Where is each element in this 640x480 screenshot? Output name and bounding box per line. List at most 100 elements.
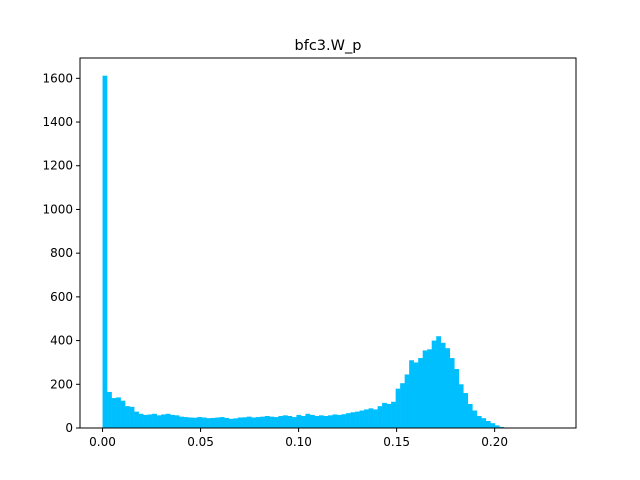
histogram-bar bbox=[174, 415, 180, 428]
histogram-bar bbox=[228, 418, 234, 428]
histogram-bar bbox=[490, 423, 496, 428]
histogram-bar bbox=[125, 406, 130, 428]
plot-frame bbox=[79, 57, 577, 429]
histogram-bar bbox=[337, 414, 342, 428]
histogram-bar bbox=[364, 409, 369, 428]
histogram-bar bbox=[323, 415, 329, 428]
histogram-bar bbox=[183, 417, 189, 428]
histogram-bar bbox=[418, 358, 423, 428]
histogram-bar bbox=[116, 397, 121, 428]
y-tick-label: 1400 bbox=[42, 115, 73, 129]
histogram-bar bbox=[454, 368, 460, 428]
histogram-bar bbox=[179, 416, 185, 428]
x-tick-label: 0.05 bbox=[187, 435, 214, 449]
histogram-bar bbox=[134, 411, 139, 428]
histogram-bar bbox=[152, 413, 157, 428]
histogram-bar bbox=[309, 414, 315, 428]
histogram-bar bbox=[111, 398, 117, 428]
histogram-bar bbox=[350, 412, 356, 428]
histogram-bar bbox=[143, 414, 148, 428]
histogram-bar bbox=[201, 417, 207, 428]
y-tick-label: 1200 bbox=[42, 159, 73, 173]
x-tick-label: 0.15 bbox=[383, 435, 410, 449]
y-tick-label: 600 bbox=[50, 290, 73, 304]
histogram-bar bbox=[445, 348, 451, 428]
histogram-bar bbox=[138, 413, 144, 428]
histogram-bar bbox=[107, 391, 112, 428]
histogram-bar bbox=[305, 413, 311, 428]
histogram-bar bbox=[264, 415, 270, 428]
histogram-bar bbox=[377, 406, 383, 428]
histogram-bar bbox=[355, 411, 360, 428]
histogram-bar bbox=[206, 418, 212, 428]
x-tick-label: 0.00 bbox=[89, 435, 116, 449]
histogram-bar bbox=[427, 349, 433, 428]
histogram-bar bbox=[332, 414, 338, 428]
histogram-bar bbox=[224, 417, 230, 428]
histogram-bar bbox=[449, 358, 455, 428]
x-axis-ticks: 0.00 0.05 0.10 0.15 0.20 bbox=[89, 428, 508, 449]
histogram-bar bbox=[328, 415, 333, 428]
histogram-bar bbox=[219, 417, 225, 428]
y-axis-ticks: 0 200 400 600 800 1000 1200 1400 1600 bbox=[42, 71, 80, 435]
histogram-bar bbox=[458, 384, 464, 428]
histogram-bar bbox=[156, 415, 162, 428]
histogram-bar bbox=[233, 418, 239, 428]
histogram-bar bbox=[472, 410, 478, 428]
histogram-bar bbox=[188, 417, 194, 428]
histogram-bar bbox=[102, 75, 108, 428]
x-tick-label: 0.10 bbox=[285, 435, 312, 449]
histogram-bar bbox=[440, 342, 446, 428]
histogram-bar bbox=[192, 417, 198, 428]
histogram-bar bbox=[165, 413, 171, 428]
histogram-bar bbox=[391, 401, 396, 428]
histogram-bar bbox=[237, 417, 243, 428]
histogram-bar bbox=[210, 417, 216, 428]
histogram-bar bbox=[404, 374, 410, 428]
histogram-bar bbox=[282, 415, 288, 428]
histogram-bar bbox=[395, 388, 401, 428]
histogram-bar bbox=[197, 417, 203, 428]
y-tick-label: 200 bbox=[50, 377, 73, 391]
histogram-bar bbox=[246, 416, 252, 428]
histogram-bar bbox=[413, 362, 419, 428]
histogram-bar bbox=[368, 408, 374, 428]
histogram-bar bbox=[382, 402, 387, 428]
histogram-bar bbox=[170, 414, 175, 428]
histogram-bar bbox=[161, 414, 166, 428]
histogram-bar bbox=[386, 403, 392, 428]
histogram-bar bbox=[278, 415, 284, 428]
histogram-bar bbox=[251, 417, 257, 428]
y-tick-label: 0 bbox=[65, 421, 73, 435]
histogram-bar bbox=[346, 413, 351, 428]
y-tick-label: 400 bbox=[50, 334, 73, 348]
histogram-bar bbox=[485, 421, 491, 428]
histogram-bar bbox=[129, 406, 135, 428]
histogram-bar bbox=[400, 383, 405, 428]
histogram-bar bbox=[269, 416, 275, 428]
histogram-bar bbox=[314, 415, 320, 428]
y-tick-label: 800 bbox=[50, 246, 73, 260]
chart-title: bfc3.W_p bbox=[295, 38, 362, 54]
histogram-bar bbox=[255, 417, 261, 428]
histogram-bar bbox=[287, 415, 293, 428]
histogram-bar bbox=[422, 350, 428, 428]
histogram-bar bbox=[296, 414, 302, 428]
y-tick-label: 1600 bbox=[42, 71, 73, 85]
y-tick-label: 1000 bbox=[42, 202, 73, 216]
histogram-bar bbox=[120, 400, 126, 428]
histogram-bar bbox=[291, 417, 297, 428]
histogram-bar bbox=[476, 415, 482, 428]
x-tick-label: 0.20 bbox=[481, 435, 508, 449]
histogram-bar bbox=[359, 410, 365, 428]
histogram-bar bbox=[494, 425, 500, 428]
histogram-bar bbox=[300, 415, 306, 428]
histogram-bar bbox=[260, 416, 266, 428]
histogram-bar bbox=[147, 414, 153, 428]
histogram-bars bbox=[102, 75, 509, 428]
histogram-bar bbox=[373, 409, 378, 428]
histogram-bar bbox=[318, 415, 324, 428]
histogram-bar bbox=[481, 418, 487, 428]
histogram-bar bbox=[463, 393, 469, 428]
histogram-bar bbox=[341, 414, 347, 428]
